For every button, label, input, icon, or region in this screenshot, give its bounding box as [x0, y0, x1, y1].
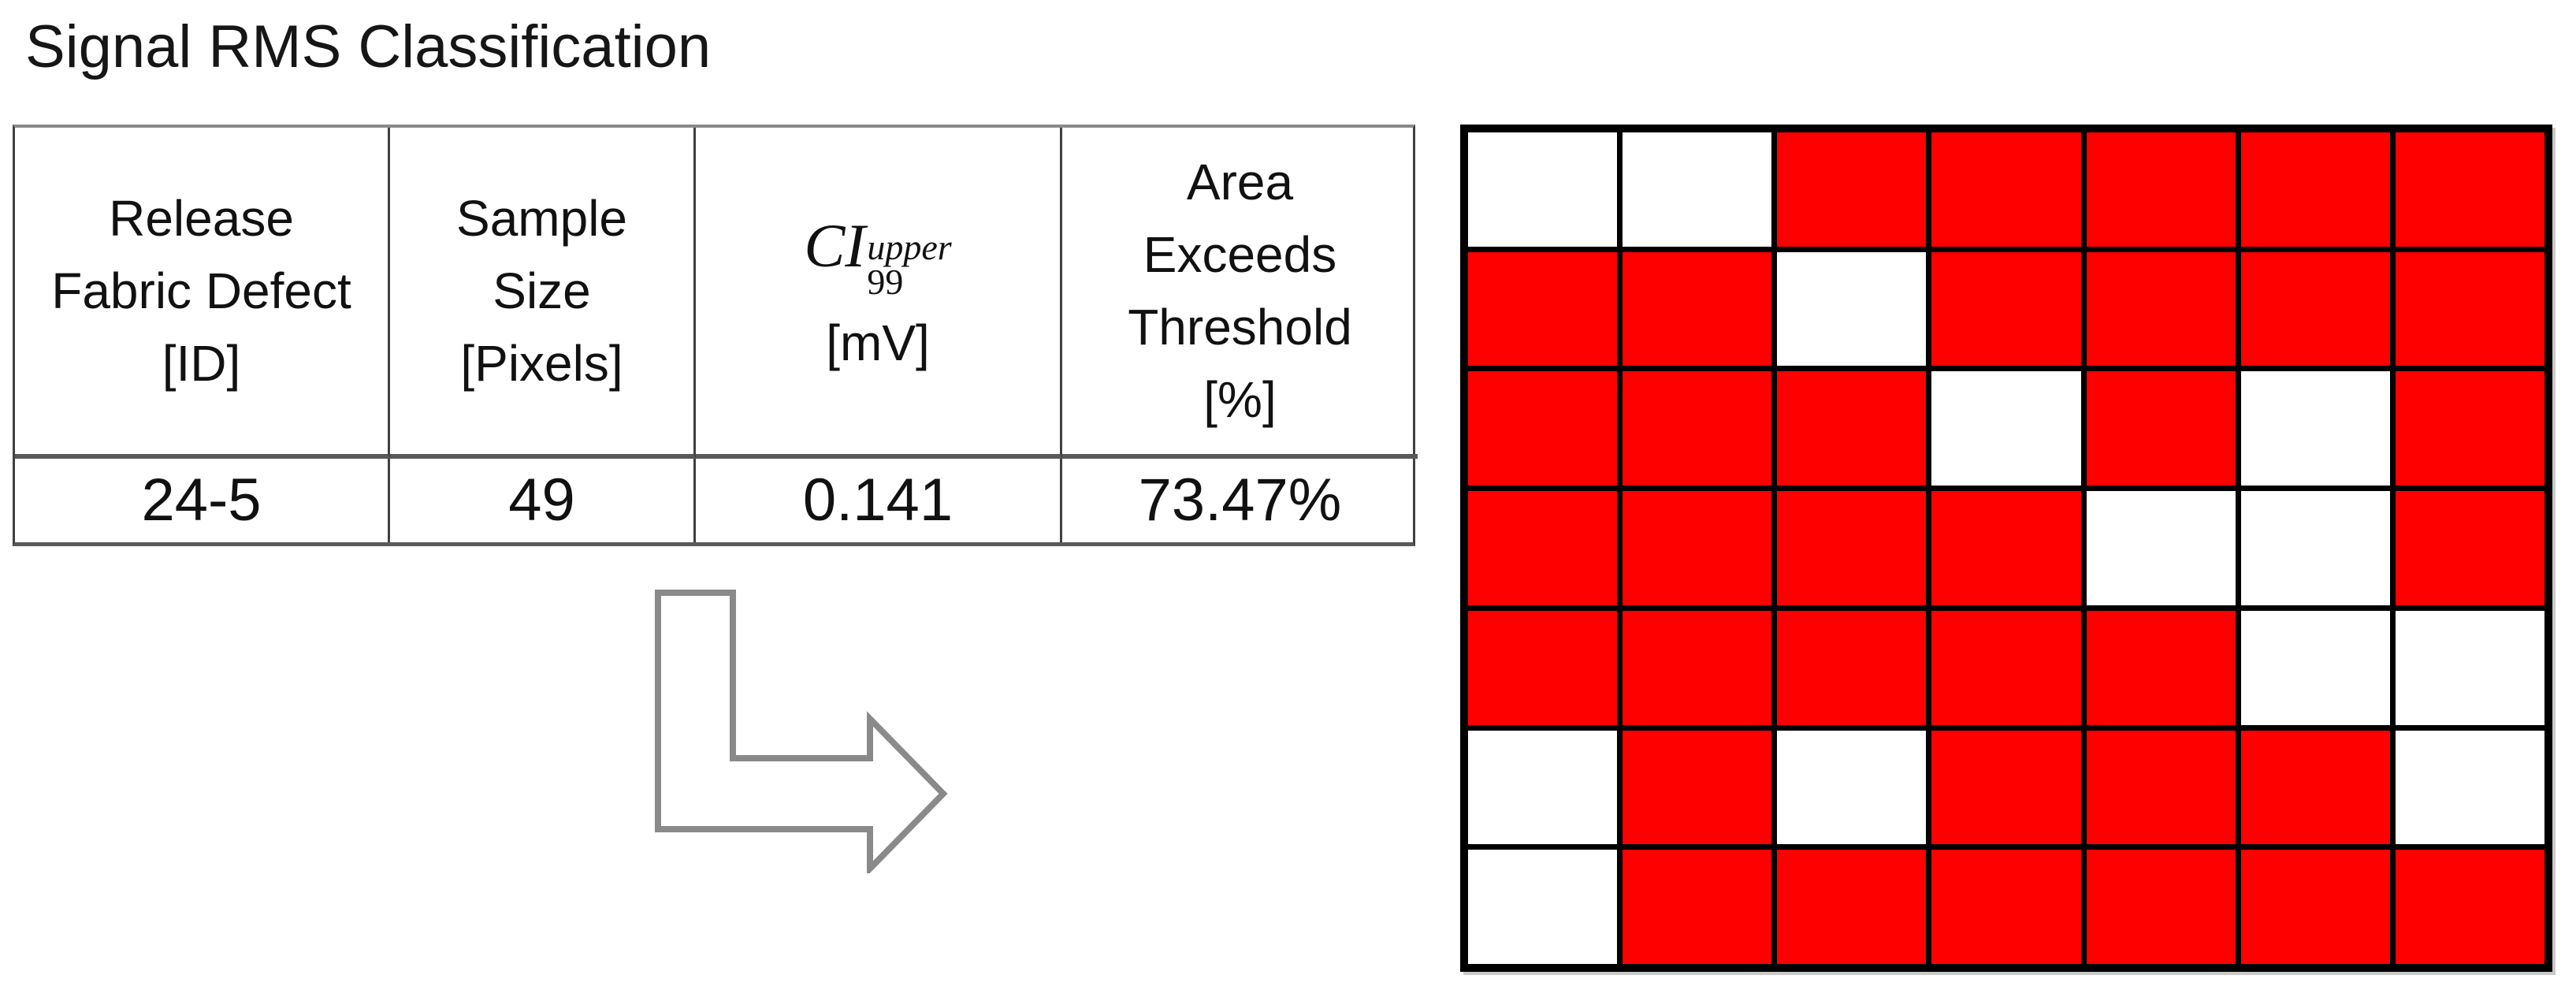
ci-math-expression: CI upper 99: [804, 203, 951, 307]
grid-cell-exceeds: [1777, 132, 1927, 247]
grid-cell-exceeds: [1623, 251, 1772, 367]
grid-cell-exceeds: [1468, 610, 1618, 725]
table-header-sample-size: Sample Size [Pixels]: [390, 128, 696, 459]
header-line: Release: [109, 190, 294, 247]
grid-cell-below: [2395, 610, 2544, 725]
table-header-release-fabric-defect: Release Fabric Defect [ID]: [15, 128, 390, 459]
grid-cell-below: [2240, 610, 2390, 725]
grid-cell-exceeds: [1468, 371, 1618, 486]
grid-cell-below: [2086, 491, 2236, 605]
grid-cell-exceeds: [1623, 730, 1772, 845]
grid-cell-below: [1468, 132, 1618, 247]
grid-cell-below: [2240, 371, 2390, 486]
header-line: [mV]: [826, 314, 930, 371]
grid-cell-exceeds: [1931, 251, 2081, 367]
page-title: Signal RMS Classification: [25, 13, 712, 80]
grid-cell-exceeds: [1623, 850, 1772, 964]
ci-math-superscript: upper: [867, 227, 952, 268]
ci-math-scripts: upper 99: [867, 227, 952, 302]
grid-cell-exceeds: [2086, 132, 2236, 247]
grid-cell-exceeds: [2395, 251, 2544, 367]
grid-cell-exceeds: [1468, 251, 1618, 367]
grid-cell-exceeds: [1931, 491, 2081, 605]
grid-cell-exceeds: [1623, 371, 1772, 486]
grid-cell-exceeds: [1623, 491, 1772, 605]
grid-cell-exceeds: [2395, 850, 2544, 964]
grid-cell-exceeds: [2240, 850, 2390, 964]
grid-cell-exceeds: [2395, 132, 2544, 247]
area-percent-value: 73.47%: [1138, 467, 1342, 534]
grid-cell-exceeds: [2240, 730, 2390, 845]
grid-cell-exceeds: [1468, 491, 1618, 605]
grid-cell-below: [2395, 730, 2544, 845]
grid-cell-below: [1777, 730, 1927, 845]
header-line: Area: [1186, 154, 1294, 210]
table-header-area-exceeds-threshold: Area Exceeds Threshold [%]: [1062, 128, 1418, 459]
table-header-ci-upper: CI upper 99 [mV]: [696, 128, 1062, 459]
grid-cell-exceeds: [2086, 251, 2236, 367]
table-cell-sample-size: 49: [390, 459, 696, 542]
table-cell-defect-id: 24-5: [15, 459, 390, 542]
grid-cell-exceeds: [2395, 371, 2544, 486]
grid-cell-exceeds: [1777, 610, 1927, 725]
bent-arrow-shape: [655, 590, 948, 873]
header-line: [ID]: [162, 335, 241, 392]
header-line: Fabric Defect: [51, 262, 351, 319]
grid-cell-below: [1777, 251, 1927, 367]
grid-cell-exceeds: [1777, 850, 1927, 964]
table-cell-ci-value: 0.141: [696, 459, 1062, 542]
grid-cell-below: [1468, 730, 1618, 845]
grid-cell-exceeds: [2240, 132, 2390, 247]
grid-cell-exceeds: [2086, 610, 2236, 725]
grid-cell-below: [2240, 491, 2390, 605]
grid-cell-exceeds: [1931, 132, 2081, 247]
header-line: [%]: [1203, 371, 1277, 428]
grid-cell-exceeds: [1623, 610, 1772, 725]
grid-cell-exceeds: [1931, 730, 2081, 845]
defect-grid: [1460, 125, 2552, 972]
header-line: Exceeds: [1143, 226, 1337, 283]
grid-cell-exceeds: [1777, 491, 1927, 605]
grid-cell-exceeds: [2240, 251, 2390, 367]
grid-cell-below: [1931, 371, 2081, 486]
ci-math-subscript: 99: [867, 261, 904, 302]
classification-table: Release Fabric Defect [ID] Sample Size […: [13, 125, 1418, 546]
table-cell-area-percent: 73.47%: [1062, 459, 1418, 542]
grid-cell-exceeds: [2086, 730, 2236, 845]
grid-cell-exceeds: [1931, 610, 2081, 725]
header-line: Threshold: [1128, 299, 1352, 355]
grid-cell-exceeds: [2395, 491, 2544, 605]
sample-size-value: 49: [508, 467, 575, 534]
header-line: Size: [493, 262, 591, 319]
grid-cell-exceeds: [2086, 850, 2236, 964]
ci-math-base: CI: [804, 211, 866, 280]
ci-value: 0.141: [802, 467, 953, 534]
bent-arrow-icon: [655, 590, 948, 873]
grid-cell-exceeds: [1931, 850, 2081, 964]
grid-cell-exceeds: [1777, 371, 1927, 486]
header-line: [Pixels]: [460, 335, 623, 392]
header-line: Sample: [456, 190, 627, 247]
grid-cell-exceeds: [2086, 371, 2236, 486]
grid-cell-below: [1468, 850, 1618, 964]
defect-id-value: 24-5: [141, 467, 262, 534]
grid-cell-below: [1623, 132, 1772, 247]
